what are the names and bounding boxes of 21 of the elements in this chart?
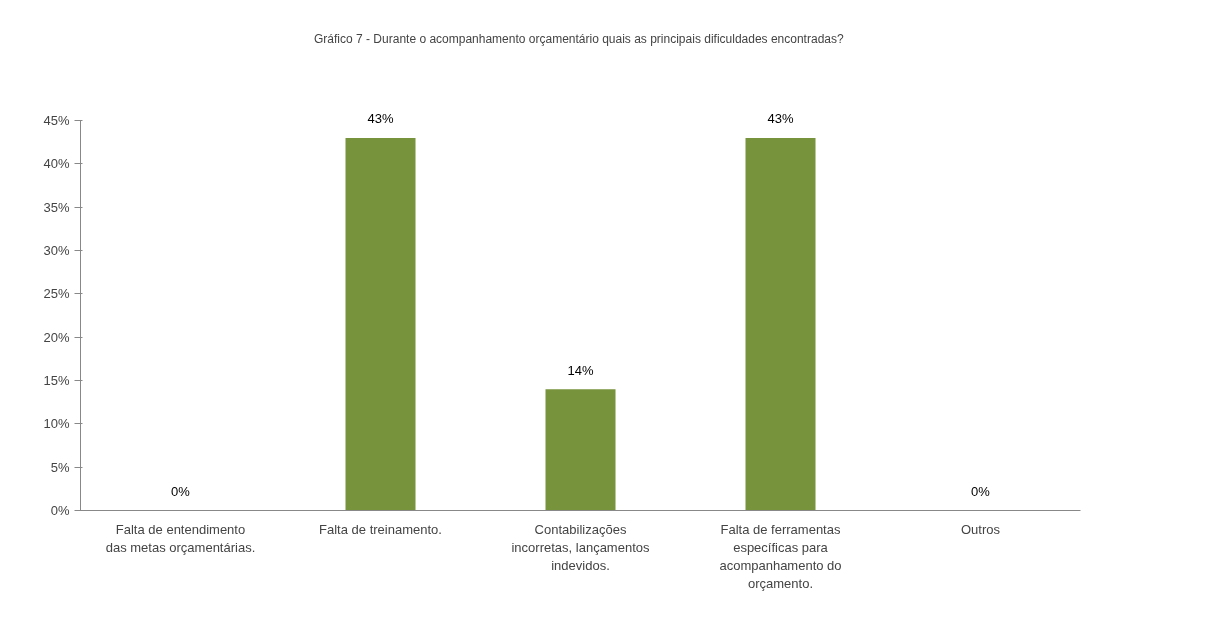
chart-title: Gráfico 7 - Durante o acompanhamento orçamentário quais as principais dificuldades encontradas?: [314, 31, 844, 46]
x-tick-label: Falta de ferramentas específicas para acompanhamento do orçamento.: [719, 521, 842, 591]
y-tick-label: 0%: [50, 503, 70, 518]
data-label: 0%: [971, 483, 991, 499]
data-label: 43%: [367, 111, 394, 127]
y-tick-label: 25%: [43, 286, 70, 302]
y-tick-label: 10%: [43, 416, 70, 432]
y-tick-label: 15%: [43, 373, 70, 389]
x-tick-label: Contabilizações incorretas, lançamentos indevidos.: [511, 521, 651, 573]
x-tick-label: Falta de entendimento das metas orçamentárias.: [105, 521, 256, 555]
data-label: 43%: [767, 111, 794, 127]
y-tick-label: 40%: [43, 156, 70, 172]
y-tick-label: 45%: [43, 113, 70, 129]
x-tick-label: Outros: [960, 521, 1001, 537]
x-tick-label: Falta de treinamento.: [319, 521, 442, 537]
y-tick-label: 5%: [50, 459, 70, 475]
data-label: 14%: [567, 362, 594, 378]
y-tick-label: 30%: [43, 243, 70, 259]
y-tick-label: 20%: [43, 329, 70, 345]
data-label: 0%: [171, 483, 191, 499]
y-tick-label: 35%: [43, 199, 70, 215]
